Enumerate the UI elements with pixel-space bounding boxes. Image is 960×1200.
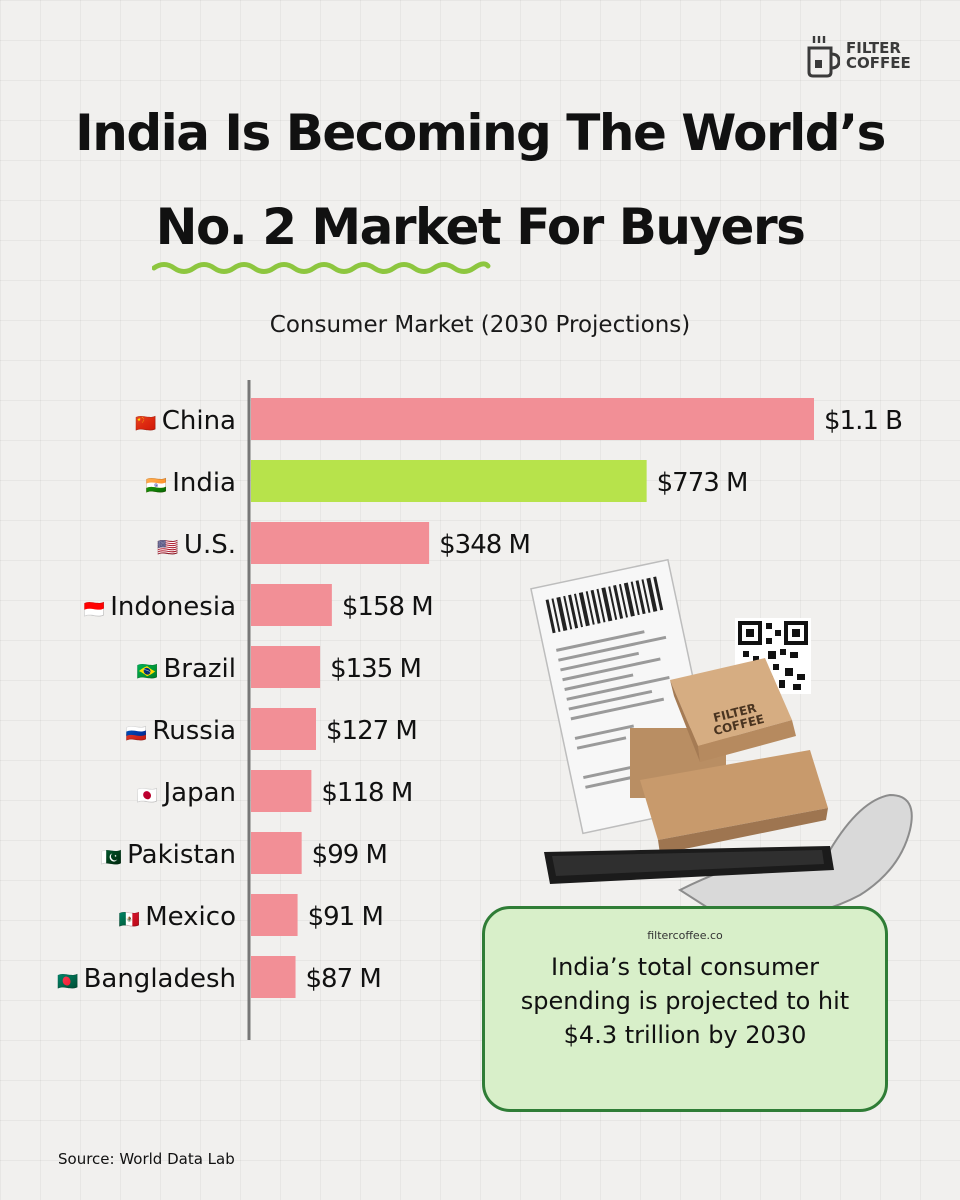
callout-box: filtercoffee.co India’s total consumer s…: [482, 906, 888, 1112]
flag-icon: 🇧🇩: [57, 972, 84, 992]
chart-title: Consumer Market (2030 Projections): [269, 312, 691, 338]
value-label: $99 M: [312, 840, 387, 870]
value-label: $773 M: [657, 468, 748, 498]
receipt-icon: [530, 558, 721, 835]
callout-url: filtercoffee.co: [647, 929, 723, 942]
bar-russia: [251, 708, 317, 750]
headline-line-2: No. 2 Market For Buyers: [155, 198, 806, 256]
category-name: China: [162, 406, 236, 436]
flag-icon: 🇨🇳: [135, 414, 162, 434]
source-note: Source: World Data Lab: [58, 1150, 235, 1168]
value-label: $118 M: [321, 778, 412, 808]
value-label: $87 M: [306, 964, 381, 994]
value-label: $348 M: [439, 530, 530, 560]
headline-line-1: India Is Becoming The World’s: [75, 104, 886, 162]
category-label: 🇧🇩 Bangladesh: [57, 964, 236, 994]
bar-india: [251, 460, 647, 502]
bar-us: [251, 522, 430, 564]
flag-icon: 🇮🇩: [84, 600, 111, 620]
category-label: 🇮🇩 Indonesia: [84, 592, 236, 622]
value-label: $127 M: [326, 716, 417, 746]
flag-icon: 🇲🇽: [119, 910, 146, 930]
bar-indonesia: [251, 584, 332, 626]
shopping-illustration: FILTER COFFEE: [530, 558, 913, 924]
flag-icon: 🇵🇰: [101, 848, 128, 868]
category-label: 🇨🇳 China: [135, 406, 236, 436]
category-name: Pakistan: [127, 840, 236, 870]
bar-china: [251, 398, 814, 440]
category-name: Mexico: [145, 902, 236, 932]
flag-icon: 🇷🇺: [126, 724, 153, 744]
category-label: 🇯🇵 Japan: [137, 778, 236, 808]
package-box-icon: FILTER COFFEE: [630, 658, 828, 854]
flag-icon: 🇧🇷: [137, 662, 164, 682]
category-name: Bangladesh: [84, 964, 236, 994]
value-label: $1.1 B: [824, 406, 902, 436]
value-label: $91 M: [308, 902, 383, 932]
brand-logo: FILTER COFFEE: [806, 34, 918, 78]
coffee-cup-icon: [807, 36, 840, 78]
bar-pakistan: [251, 832, 302, 874]
headline-underline: [152, 261, 491, 274]
category-name: Indonesia: [110, 592, 236, 622]
flag-icon: 🇯🇵: [137, 786, 164, 806]
category-name: Japan: [161, 778, 236, 808]
bar-mexico: [251, 894, 298, 936]
category-label: 🇧🇷 Brazil: [137, 654, 236, 684]
category-label: 🇲🇽 Mexico: [119, 902, 236, 932]
category-label: 🇷🇺 Russia: [126, 716, 236, 746]
value-label: $158 M: [342, 592, 433, 622]
category-name: Brazil: [163, 654, 236, 684]
bar-brazil: [251, 646, 321, 688]
brand-name: FILTER COFFEE: [846, 39, 911, 72]
category-label: 🇺🇸 U.S.: [157, 530, 236, 560]
flag-icon: 🇮🇳: [146, 476, 173, 496]
value-label: $135 M: [330, 654, 421, 684]
callout-text: India’s total consumer spending is proje…: [520, 953, 850, 1049]
bar-japan: [251, 770, 312, 812]
category-name: Russia: [152, 716, 236, 746]
category-name: U.S.: [184, 530, 236, 560]
smartphone-icon: [544, 846, 834, 884]
category-name: India: [172, 468, 236, 498]
flag-icon: 🇺🇸: [157, 538, 184, 558]
bar-chart: 🇨🇳 China $1.1 B 🇮🇳 India $773 M 🇺🇸 U.S. $348 …: [57, 380, 903, 1040]
bar-bangladesh: [251, 956, 296, 998]
category-label: 🇵🇰 Pakistan: [101, 840, 236, 870]
category-label: 🇮🇳 India: [146, 468, 236, 498]
